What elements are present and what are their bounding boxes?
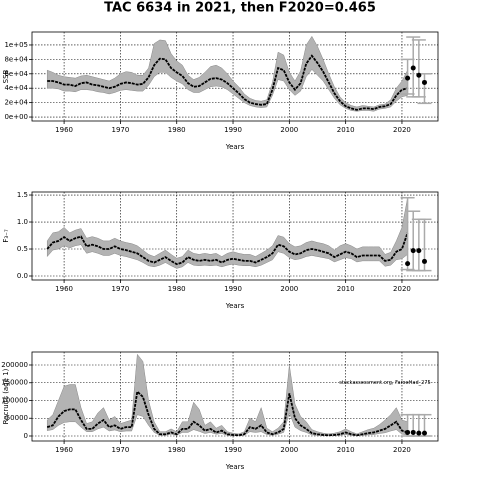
estimate-line [47,54,408,111]
y-axis-label: F₃₋₇ [2,229,10,243]
x-axis-label: Years [225,463,245,471]
plot-area [32,352,438,441]
plot-area [32,192,438,280]
x-tick-label: 2000 [280,126,298,134]
x-tick-label: 1980 [168,446,186,454]
panel: 1960 1970 1980 1990 2000 2010 2020 0e+00 2e+04 4e… [2,31,439,151]
y-tick-label: 6e+04 [4,70,28,78]
frame [31,31,439,122]
x-tick-label: 1990 [224,285,242,293]
x-tick-label: 1970 [111,285,129,293]
x-tick-label: 2020 [393,446,411,454]
y-tick-label: 2e+04 [4,99,28,107]
estimate-line [46,389,408,437]
forecast-point [405,75,411,81]
forecast-point [421,430,427,436]
x-tick-label: 2000 [280,285,298,293]
forecast-point [405,261,411,267]
forecast-point [421,79,427,85]
x-tick-label: 1990 [224,446,242,454]
x-tick-label: 1970 [111,446,129,454]
x-tick-label: 2010 [337,126,355,134]
frame [31,191,439,281]
forecast-point [416,430,422,436]
confidence-band [46,35,408,112]
x-tick-label: 1980 [168,126,186,134]
estimate-line [46,232,409,266]
x-tick-label: 2020 [393,126,411,134]
y-tick-label: 8e+04 [4,55,28,63]
forecast-point [405,429,411,435]
x-tick-label: 1960 [55,285,73,293]
x-tick-label: 2000 [280,446,298,454]
confidence-band [46,197,408,269]
y-tick-label: 150000 [1,379,28,387]
forecast-point [410,429,416,435]
frame [31,351,439,442]
y-tick-label: 0 [24,432,28,440]
x-tick-label: 1980 [168,285,186,293]
y-tick-label: 1.0 [17,218,28,226]
y-tick-label: 0.0 [17,272,28,280]
y-tick-label: 0e+00 [4,113,28,121]
confidence-band [46,353,408,437]
forecast-point [416,248,422,254]
x-axis-label: Years [225,302,245,310]
y-tick-label: 4e+04 [4,84,28,92]
y-tick-label: 0.5 [17,245,28,253]
y-tick-label: 200000 [1,361,28,369]
x-axis-label: Years [225,143,245,151]
chart-title: TAC 6634 in 2021, then F2020=0.465 [104,1,376,16]
x-tick-label: 2010 [337,285,355,293]
x-tick-label: 1960 [55,446,73,454]
x-tick-label: 2020 [393,285,411,293]
panel: 1960 1970 1980 1990 2000 2010 2020 0 50000 100000… [1,351,439,471]
y-tick-label: 1.5 [17,191,28,199]
x-tick-label: 1990 [224,126,242,134]
x-tick-label: 1970 [111,126,129,134]
y-axis-label: Recruits (age 1) [2,368,10,424]
forecast-point [410,65,416,71]
forecast-point [421,258,427,264]
y-axis-label: SSB [2,69,10,83]
annotation: stockassessment.org, FaroeHad_275 [339,380,430,386]
y-tick-label: 1e+05 [4,41,28,49]
forecast-point [410,248,416,254]
x-tick-label: 2010 [337,446,355,454]
y-tick-label: 100000 [1,396,28,404]
panel: 1960 1970 1980 1990 2000 2010 2020 0.0 0.5 1.0 1.5… [2,191,439,310]
forecast-point [416,72,422,78]
plot-area [32,32,438,121]
x-tick-label: 1960 [55,126,73,134]
y-tick-label: 50000 [6,414,28,422]
